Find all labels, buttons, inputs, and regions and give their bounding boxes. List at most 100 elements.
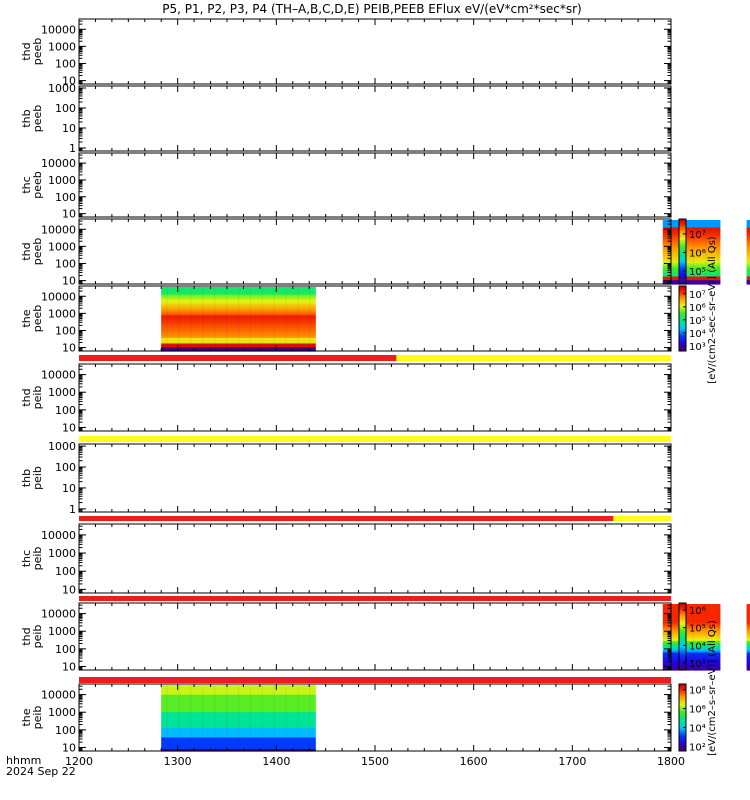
y-tick-label: 1000 [48, 625, 76, 638]
spectrogram-cell [161, 330, 316, 333]
colorbar-cell [679, 641, 686, 644]
colorbar-cell [679, 737, 686, 740]
colorbar-tick-label: 10⁶ [689, 606, 706, 617]
spectrogram-cell [161, 741, 316, 744]
spectrogram-cell [746, 231, 750, 234]
spectrogram-cell [662, 252, 721, 255]
spectrogram-cell [662, 250, 721, 253]
spectrogram-cell [662, 225, 721, 229]
spectrogram-cell [161, 708, 316, 711]
colorbar-tick-label: 10⁴ [689, 723, 706, 734]
colorbar-cell [679, 254, 686, 257]
colorbar-cell [679, 248, 686, 251]
panel-frame [78, 363, 672, 432]
colorbar-cell [679, 302, 686, 305]
colorbar-cell [679, 262, 686, 266]
colorbar-cell [679, 328, 686, 331]
spectrogram-cell [161, 735, 316, 739]
colorbar-cell [679, 631, 686, 634]
quality-flag-segment [79, 436, 671, 442]
colorbar-cell [679, 272, 686, 275]
panel-ylabel-line: peib [31, 466, 44, 490]
colorbar-cell [679, 609, 686, 612]
y-tick-label: 1000 [48, 40, 76, 53]
spectrogram-cell [746, 642, 750, 646]
spectrogram-cell [161, 320, 316, 324]
colorbar-cell [679, 267, 686, 270]
colorbar-cell [679, 307, 686, 310]
panel-ylabel: thdpeeb [20, 38, 44, 66]
time-axis-units-label: hhmm [6, 754, 41, 767]
colorbar-cell [679, 308, 686, 311]
spectrogram-cell [161, 731, 316, 735]
x-tick-label: 1400 [262, 755, 290, 768]
colorbar-cell [679, 297, 686, 300]
spectrogram-cell [746, 244, 750, 247]
panel-ylabel-line: thc [20, 176, 33, 193]
colorbar-cell [679, 305, 686, 308]
panel-thc-peib: 10 100 1000 10000 thcpeib [20, 523, 672, 601]
spectrogram-cell [161, 290, 316, 294]
spectrogram-cell [161, 317, 316, 320]
spectrogram-cell [662, 270, 721, 274]
panel-the-peib: 10 100 1000 10000 thepeib [20, 683, 672, 754]
panel-ylabel-line: thd [20, 242, 33, 260]
spectrogram-cell [662, 650, 721, 654]
spectrogram-cell [746, 276, 750, 279]
y-tick-label: 10000 [41, 223, 76, 236]
spectrogram-cell [662, 282, 721, 285]
colorbar-cell [679, 709, 686, 712]
spectrogram-cell [161, 322, 316, 326]
colorbar-cell [679, 714, 686, 717]
spectrogram-cell [161, 696, 316, 700]
colorbar-cell [679, 730, 686, 734]
colorbar-cell [679, 606, 686, 609]
spectrogram-cell [662, 246, 721, 249]
spectrogram-cell [662, 255, 721, 259]
colorbar-cell [679, 689, 686, 692]
spectrogram-cell [662, 656, 721, 659]
colorbar-cell [679, 659, 686, 663]
panel-thd-peib: 10 100 1000 10000 thdpeib [20, 363, 672, 442]
spectrogram-cell [161, 332, 316, 335]
spectrogram-cell [161, 745, 316, 748]
spectrogram-cell [161, 729, 316, 733]
spectrogram-cell [662, 617, 721, 621]
spectrogram-cell [161, 288, 316, 292]
colorbar-cell [679, 735, 686, 739]
colorbar-cell [679, 287, 686, 290]
spectrogram-cell [662, 280, 721, 283]
colorbar-cell [679, 724, 686, 727]
colorbar-cell [679, 685, 686, 688]
colorbar-cell [679, 614, 686, 617]
colorbar-cell [679, 651, 686, 654]
spectrogram-cell [662, 272, 721, 276]
spectrogram-cell [161, 747, 316, 750]
spectrogram-cell [662, 637, 721, 640]
spectrogram-cell [746, 268, 750, 272]
colorbar-cell [679, 299, 686, 302]
colorbar-cell [679, 259, 686, 262]
colorbar-cell [679, 225, 686, 228]
panel-ylabel: thcpeib [20, 547, 44, 571]
y-tick-label: 10000 [41, 290, 76, 303]
spectrogram-cell [746, 236, 750, 240]
panel-ylabel-line: thb [20, 109, 33, 127]
colorbar-cell [679, 326, 686, 329]
quality-flag-segment [79, 677, 671, 683]
spectrogram-panels: 10100100010000thdpeeb1101001000thbpeeb10… [20, 18, 750, 754]
panel-ylabel: thepeib [20, 706, 44, 730]
colorbar-cell [679, 219, 686, 222]
spectrogram-cell [746, 278, 750, 281]
y-tick-label: 10 [62, 741, 76, 754]
colorbar-cell [679, 719, 686, 722]
colorbar-cell [679, 648, 686, 651]
spectrogram-cell [662, 623, 721, 626]
spectrogram-cell [746, 621, 750, 625]
spectrogram-cell [746, 662, 750, 665]
time-axis: hhmm 2024 Sep 22 1200 1300 1400 1500 1600 170… [6, 754, 685, 778]
panel-ylabel-line: thb [20, 469, 33, 487]
colorbar-tick-label: 10⁷ [689, 290, 706, 301]
colorbar-cell [679, 707, 686, 710]
x-tick-label: 1700 [558, 755, 586, 768]
